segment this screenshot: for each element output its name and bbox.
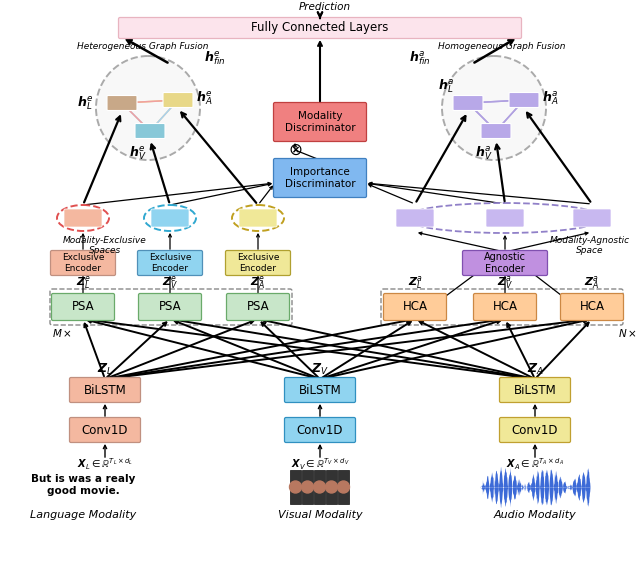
Text: $\boldsymbol{Z}_L^a$: $\boldsymbol{Z}_L^a$ — [408, 274, 422, 291]
Text: Audio Modality: Audio Modality — [493, 510, 577, 520]
Text: Agnostic
Encoder: Agnostic Encoder — [484, 252, 526, 274]
Text: $\boldsymbol{Z}_V^e$: $\boldsymbol{Z}_V^e$ — [162, 274, 178, 291]
FancyBboxPatch shape — [239, 209, 277, 227]
FancyBboxPatch shape — [285, 418, 355, 442]
Text: BiLSTM: BiLSTM — [514, 384, 556, 396]
Text: $\boldsymbol{h}_V^a$: $\boldsymbol{h}_V^a$ — [476, 145, 493, 162]
Text: BiLSTM: BiLSTM — [84, 384, 126, 396]
Text: Exclusive
Encoder: Exclusive Encoder — [148, 253, 191, 272]
Text: $\boldsymbol{h}_V^e$: $\boldsymbol{h}_V^e$ — [129, 145, 147, 162]
FancyBboxPatch shape — [338, 470, 349, 504]
FancyBboxPatch shape — [107, 96, 137, 111]
FancyBboxPatch shape — [326, 470, 337, 504]
Text: Language Modality: Language Modality — [30, 510, 136, 520]
Text: $\boldsymbol{Z}_A^e$: $\boldsymbol{Z}_A^e$ — [250, 274, 266, 291]
FancyBboxPatch shape — [573, 209, 611, 227]
Text: Conv1D: Conv1D — [512, 423, 558, 437]
FancyBboxPatch shape — [463, 251, 547, 275]
FancyBboxPatch shape — [51, 294, 115, 320]
Text: $\boldsymbol{Z}_L^e$: $\boldsymbol{Z}_L^e$ — [76, 274, 90, 291]
Ellipse shape — [404, 203, 604, 233]
FancyBboxPatch shape — [138, 251, 202, 275]
Text: Conv1D: Conv1D — [82, 423, 128, 437]
Circle shape — [289, 481, 301, 493]
Text: HCA: HCA — [579, 301, 605, 313]
Text: $\boldsymbol{Z}_V$: $\boldsymbol{Z}_V$ — [311, 362, 329, 377]
Text: $\boldsymbol{h}_{fin}^a$: $\boldsymbol{h}_{fin}^a$ — [409, 49, 431, 67]
FancyBboxPatch shape — [227, 294, 289, 320]
Text: $\boldsymbol{Z}_A^a$: $\boldsymbol{Z}_A^a$ — [584, 274, 600, 291]
Text: Fully Connected Layers: Fully Connected Layers — [252, 21, 388, 35]
Text: $\boldsymbol{h}_{fin}^e$: $\boldsymbol{h}_{fin}^e$ — [204, 49, 226, 67]
FancyBboxPatch shape — [285, 377, 355, 403]
Ellipse shape — [144, 205, 196, 231]
Text: $\boldsymbol{Z}_V^a$: $\boldsymbol{Z}_V^a$ — [497, 274, 513, 291]
Text: PSA: PSA — [159, 301, 181, 313]
Text: $\boldsymbol{h}_L^e$: $\boldsymbol{h}_L^e$ — [77, 94, 93, 112]
Circle shape — [314, 481, 326, 493]
FancyBboxPatch shape — [481, 123, 511, 138]
Text: Modality
Discriminator: Modality Discriminator — [285, 111, 355, 133]
Text: Prediction: Prediction — [299, 2, 351, 12]
Text: $N\times$: $N\times$ — [618, 327, 637, 339]
FancyBboxPatch shape — [70, 377, 141, 403]
Text: Modality-Exclusive
Spaces: Modality-Exclusive Spaces — [63, 236, 147, 255]
Ellipse shape — [232, 205, 284, 231]
Text: HCA: HCA — [403, 301, 428, 313]
Text: Homogeneous Graph Fusion: Homogeneous Graph Fusion — [438, 42, 566, 51]
Text: BiLSTM: BiLSTM — [299, 384, 341, 396]
Circle shape — [96, 56, 200, 160]
Text: $\boldsymbol{h}_A^a$: $\boldsymbol{h}_A^a$ — [542, 89, 559, 107]
FancyBboxPatch shape — [273, 103, 367, 142]
FancyBboxPatch shape — [302, 470, 313, 504]
Text: $\boldsymbol{X}_V\in\mathbb{R}^{T_V\times d_V}$: $\boldsymbol{X}_V\in\mathbb{R}^{T_V\time… — [291, 456, 349, 472]
Text: Exclusive
Encoder: Exclusive Encoder — [61, 253, 104, 272]
Text: $\boldsymbol{Z}_A$: $\boldsymbol{Z}_A$ — [527, 362, 543, 377]
FancyBboxPatch shape — [225, 251, 291, 275]
FancyBboxPatch shape — [273, 158, 367, 198]
Text: $M\times$: $M\times$ — [52, 327, 72, 339]
FancyBboxPatch shape — [290, 470, 301, 504]
FancyBboxPatch shape — [509, 93, 539, 108]
FancyBboxPatch shape — [314, 470, 325, 504]
Circle shape — [337, 481, 349, 493]
Circle shape — [326, 481, 337, 493]
Text: PSA: PSA — [246, 301, 269, 313]
FancyBboxPatch shape — [70, 418, 141, 442]
Text: Conv1D: Conv1D — [297, 423, 343, 437]
Text: Exclusive
Encoder: Exclusive Encoder — [237, 253, 279, 272]
Text: HCA: HCA — [493, 301, 518, 313]
FancyBboxPatch shape — [135, 123, 165, 138]
Text: $\otimes$: $\otimes$ — [288, 141, 302, 159]
FancyBboxPatch shape — [64, 209, 102, 227]
FancyBboxPatch shape — [499, 418, 570, 442]
Text: PSA: PSA — [72, 301, 94, 313]
Circle shape — [301, 481, 314, 493]
Text: $\boldsymbol{X}_A\in\mathbb{R}^{T_A\times d_A}$: $\boldsymbol{X}_A\in\mathbb{R}^{T_A\time… — [506, 456, 564, 472]
FancyBboxPatch shape — [486, 209, 524, 227]
FancyBboxPatch shape — [151, 209, 189, 227]
Text: $\boldsymbol{X}_L\in\mathbb{R}^{T_L\times d_L}$: $\boldsymbol{X}_L\in\mathbb{R}^{T_L\time… — [77, 456, 133, 472]
Text: Importance
Discriminator: Importance Discriminator — [285, 167, 355, 189]
Circle shape — [442, 56, 546, 160]
FancyBboxPatch shape — [118, 17, 522, 39]
FancyBboxPatch shape — [138, 294, 202, 320]
Text: But is was a realy
good movie.: But is was a realy good movie. — [31, 474, 135, 495]
Text: $\boldsymbol{h}_A^e$: $\boldsymbol{h}_A^e$ — [196, 89, 212, 107]
Text: Modality-Agnostic
Space: Modality-Agnostic Space — [550, 236, 630, 255]
Text: $\boldsymbol{Z}_L$: $\boldsymbol{Z}_L$ — [97, 362, 113, 377]
FancyBboxPatch shape — [51, 251, 115, 275]
FancyBboxPatch shape — [474, 294, 536, 320]
Ellipse shape — [57, 205, 109, 231]
Text: $\boldsymbol{h}_L^a$: $\boldsymbol{h}_L^a$ — [438, 78, 454, 95]
FancyBboxPatch shape — [396, 209, 434, 227]
FancyBboxPatch shape — [383, 294, 447, 320]
Text: Heterogeneous Graph Fusion: Heterogeneous Graph Fusion — [77, 42, 209, 51]
Text: Visual Modality: Visual Modality — [278, 510, 362, 520]
FancyBboxPatch shape — [163, 93, 193, 108]
FancyBboxPatch shape — [561, 294, 623, 320]
FancyBboxPatch shape — [499, 377, 570, 403]
FancyBboxPatch shape — [453, 96, 483, 111]
